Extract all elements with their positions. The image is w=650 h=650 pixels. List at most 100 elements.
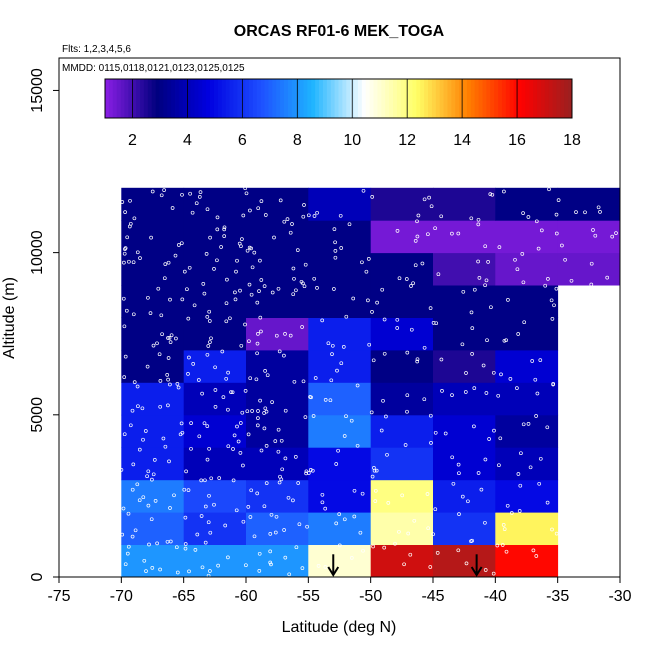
data-point: [245, 409, 250, 414]
data-point: [155, 341, 159, 346]
data-point: [230, 390, 235, 395]
colorbar-segment: [396, 79, 402, 118]
data-point: [206, 344, 211, 348]
data-point: [199, 514, 204, 518]
data-point: [125, 551, 130, 556]
data-point: [226, 555, 230, 560]
data-point: [126, 544, 131, 549]
data-point: [294, 288, 298, 293]
data-point: [373, 499, 378, 503]
heatmap-cell: [246, 349, 309, 383]
colorbar-segment: [264, 79, 269, 118]
data-point: [123, 354, 128, 359]
data-point: [508, 377, 513, 381]
data-point: [495, 543, 500, 548]
data-point: [156, 286, 161, 291]
data-point: [326, 341, 331, 346]
data-point: [207, 309, 212, 314]
data-point: [296, 481, 301, 485]
data-point: [547, 187, 551, 192]
data-point: [344, 314, 349, 319]
data-point: [168, 382, 172, 387]
data-point: [385, 452, 389, 457]
heatmap-cell: [246, 479, 309, 513]
data-point: [212, 502, 216, 507]
heatmap-cell: [370, 479, 434, 513]
data-point: [190, 210, 195, 215]
data-point: [194, 201, 199, 206]
data-point: [496, 393, 501, 398]
data-point: [294, 545, 299, 550]
data-point: [263, 406, 268, 411]
data-point: [397, 276, 402, 281]
colorbar-segment: [385, 79, 390, 118]
heatmap-cell: [183, 382, 247, 416]
data-point: [255, 300, 260, 305]
data-point: [339, 361, 344, 366]
data-point: [240, 410, 245, 415]
data-point: [312, 214, 317, 218]
data-point: [238, 451, 243, 455]
data-point: [491, 571, 496, 576]
data-point: [282, 353, 286, 358]
colorbar-segment: [513, 79, 518, 118]
data-point: [168, 506, 172, 510]
data-point: [497, 245, 502, 249]
colorbar-segment: [544, 79, 550, 118]
data-point: [605, 275, 610, 280]
data-point: [137, 447, 142, 452]
data-point: [130, 487, 135, 492]
data-point: [166, 377, 170, 382]
data-point: [215, 227, 220, 232]
data-point: [151, 472, 156, 477]
heatmap-cell: [495, 317, 559, 351]
data-point: [538, 456, 543, 461]
data-point: [279, 438, 284, 443]
colorbar-segment: [171, 79, 176, 118]
heatmap-cell: [433, 187, 496, 221]
data-point: [338, 213, 343, 218]
colorbar-ticks: 2 4 6 8 10 12 14 16 18: [128, 79, 581, 149]
data-point: [146, 503, 151, 508]
data-point: [256, 416, 260, 420]
data-point: [165, 539, 170, 544]
data-point: [288, 230, 293, 235]
data-point: [589, 282, 594, 287]
data-point: [142, 558, 147, 563]
data-point: [161, 436, 166, 441]
data-point: [268, 560, 273, 565]
data-point: [252, 534, 257, 539]
data-point: [258, 398, 262, 403]
data-point: [135, 250, 140, 255]
data-point: [149, 517, 154, 522]
heatmap-cell: [183, 414, 247, 448]
data-point: [415, 219, 419, 224]
data-point: [366, 257, 371, 261]
data-point: [280, 467, 285, 472]
colorbar-segment: [210, 79, 215, 118]
data-point: [308, 468, 313, 472]
data-point: [476, 222, 481, 227]
data-point: [133, 528, 138, 533]
data-point: [236, 439, 241, 444]
data-point: [287, 572, 292, 577]
data-point: [521, 422, 526, 427]
data-point: [342, 517, 347, 522]
colorbar-segment: [291, 79, 297, 118]
data-point: [384, 414, 388, 419]
data-point: [158, 567, 162, 572]
colorbar-tick-label: 18: [563, 132, 581, 149]
data-point: [308, 395, 312, 399]
data-point: [426, 526, 431, 531]
data-point: [490, 192, 495, 197]
data-point: [358, 530, 363, 535]
data-point: [349, 556, 354, 560]
data-point: [122, 432, 127, 437]
data-point: [450, 231, 454, 236]
chart-subtitle-flights: Flts: 1,2,3,4,5,6: [62, 44, 131, 55]
data-point: [300, 566, 305, 570]
data-point: [223, 523, 228, 528]
data-point: [596, 205, 601, 210]
data-point: [167, 336, 172, 340]
data-point: [539, 228, 544, 233]
